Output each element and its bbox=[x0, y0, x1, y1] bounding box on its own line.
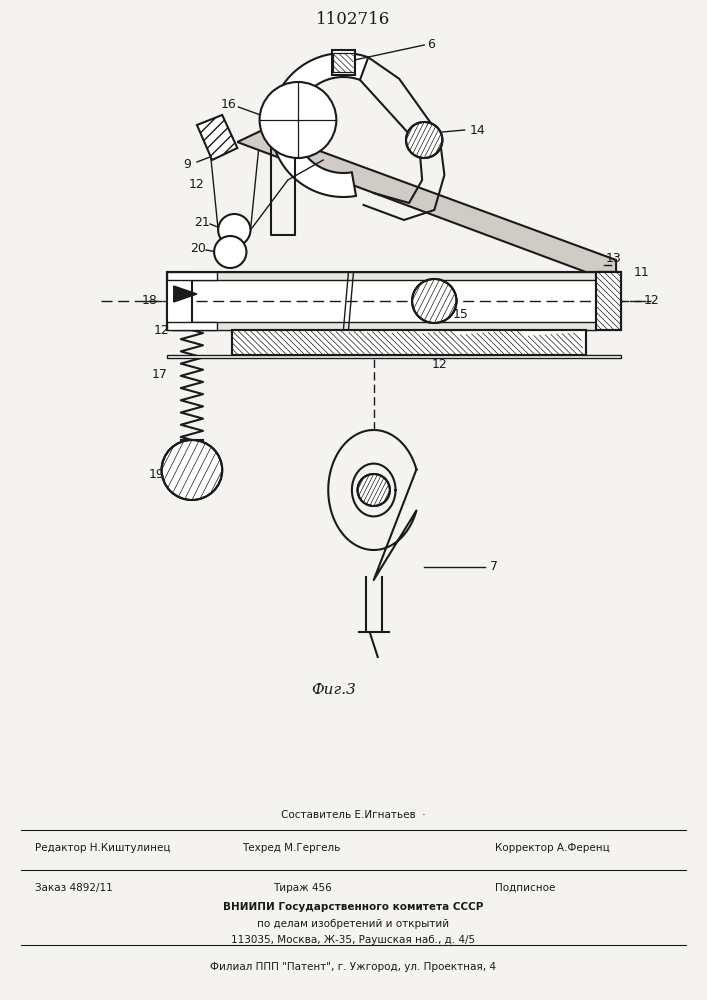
Text: Тираж 456: Тираж 456 bbox=[273, 883, 332, 893]
Circle shape bbox=[259, 82, 337, 158]
Text: 6: 6 bbox=[427, 38, 435, 51]
Bar bbox=[596, 272, 621, 330]
Text: 13: 13 bbox=[606, 251, 621, 264]
Text: ВНИИПИ Государственного комитета СССР: ВНИИПИ Государственного комитета СССР bbox=[223, 902, 484, 912]
Text: 17: 17 bbox=[151, 368, 168, 381]
Circle shape bbox=[406, 122, 443, 158]
Polygon shape bbox=[174, 286, 197, 302]
Text: 12: 12 bbox=[189, 178, 205, 192]
Bar bbox=[333, 53, 354, 72]
Bar bbox=[332, 50, 354, 75]
Text: 21: 21 bbox=[194, 216, 210, 229]
Circle shape bbox=[358, 474, 390, 506]
Text: 7: 7 bbox=[490, 560, 498, 574]
Text: 16: 16 bbox=[220, 99, 236, 111]
Bar bbox=[233, 330, 586, 355]
Text: по делам изобретений и открытий: по делам изобретений и открытий bbox=[257, 919, 450, 929]
Text: Подписное: Подписное bbox=[495, 883, 555, 893]
Bar bbox=[596, 272, 621, 330]
Bar bbox=[167, 272, 621, 330]
Polygon shape bbox=[238, 130, 616, 272]
Circle shape bbox=[214, 236, 247, 268]
Bar bbox=[167, 272, 217, 280]
Text: Корректор А.Ференц: Корректор А.Ференц bbox=[495, 843, 609, 853]
Text: 11: 11 bbox=[633, 265, 649, 278]
Bar bbox=[172, 322, 596, 330]
Text: 12: 12 bbox=[643, 294, 659, 306]
Bar bbox=[333, 53, 354, 72]
Text: Филиал ППП "Патент", г. Ужгород, ул. Проектная, 4: Филиал ППП "Патент", г. Ужгород, ул. Про… bbox=[211, 962, 496, 972]
Text: Редактор Н.Киштулинец: Редактор Н.Киштулинец bbox=[35, 843, 171, 853]
Text: 15: 15 bbox=[452, 308, 468, 320]
Text: 9: 9 bbox=[183, 158, 191, 172]
Text: 113035, Москва, Ж-35, Раушская наб., д. 4/5: 113035, Москва, Ж-35, Раушская наб., д. … bbox=[231, 935, 476, 945]
Text: 12: 12 bbox=[431, 359, 448, 371]
Polygon shape bbox=[197, 115, 238, 160]
Text: 20: 20 bbox=[190, 241, 206, 254]
Text: Техред М.Гергель: Техред М.Гергель bbox=[243, 843, 341, 853]
Polygon shape bbox=[271, 53, 368, 197]
Circle shape bbox=[412, 279, 457, 323]
Text: 14: 14 bbox=[469, 123, 486, 136]
Text: 12: 12 bbox=[153, 324, 170, 336]
Text: 19: 19 bbox=[148, 468, 165, 482]
Bar bbox=[172, 272, 596, 280]
Circle shape bbox=[218, 214, 250, 246]
Text: Заказ 4892/11: Заказ 4892/11 bbox=[35, 883, 113, 893]
Text: 1102716: 1102716 bbox=[316, 11, 391, 28]
Bar bbox=[167, 322, 217, 330]
Bar bbox=[167, 272, 192, 330]
Bar bbox=[167, 355, 621, 358]
Circle shape bbox=[162, 440, 222, 500]
Text: Фиг.3: Фиг.3 bbox=[311, 683, 356, 697]
Bar bbox=[233, 330, 586, 355]
Text: 18: 18 bbox=[141, 294, 158, 306]
Text: Составитель Е.Игнатьев  ·: Составитель Е.Игнатьев · bbox=[281, 810, 426, 820]
